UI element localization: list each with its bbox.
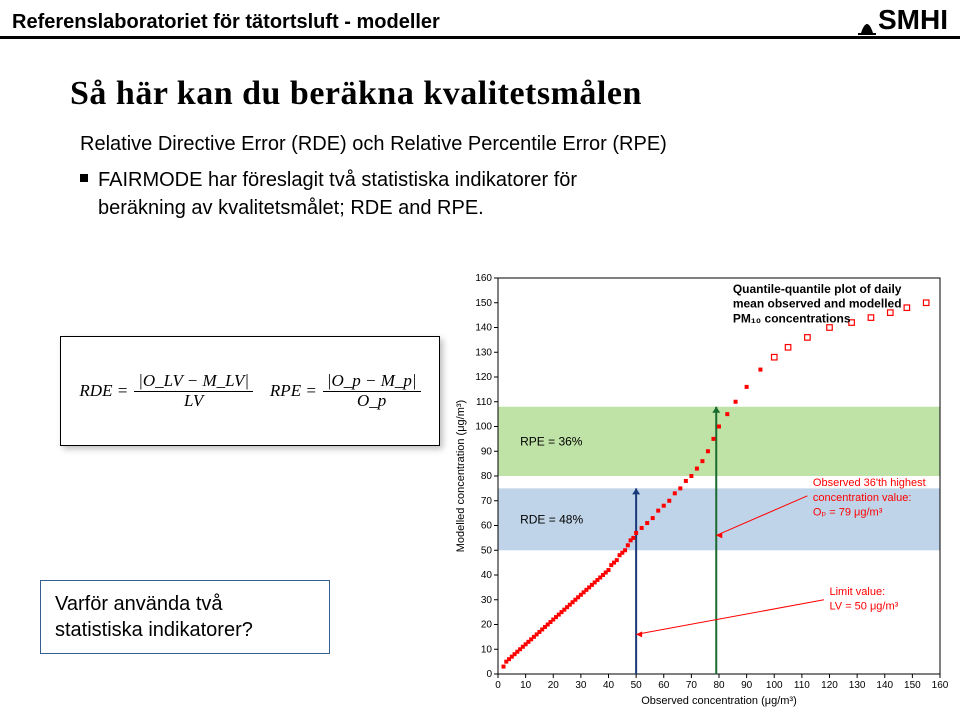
svg-text:0: 0 (495, 680, 501, 691)
svg-text:70: 70 (481, 496, 493, 507)
svg-text:70: 70 (686, 680, 698, 691)
rpe-lhs: RPE = (270, 381, 317, 401)
bullet-item: FAIRMODE har föreslagit två statistiska … (80, 166, 640, 222)
svg-text:RDE = 48%: RDE = 48% (520, 512, 583, 526)
svg-text:Modelled concentration (μg/m³): Modelled concentration (μg/m³) (455, 400, 467, 552)
svg-text:concentration value:: concentration value: (813, 492, 911, 504)
svg-text:10: 10 (481, 644, 493, 655)
svg-text:150: 150 (904, 680, 921, 691)
formula-rde: RDE = |O_LV − M_LV| LV (79, 372, 253, 410)
page-title: Så här kan du beräkna kvalitetsmålen (70, 75, 960, 113)
svg-text:Observed 36'th highest: Observed 36'th highest (813, 477, 926, 489)
svg-text:80: 80 (481, 471, 493, 482)
svg-text:0: 0 (486, 669, 492, 680)
svg-text:Quantile-quantile plot of dail: Quantile-quantile plot of daily (733, 282, 902, 296)
svg-text:130: 130 (475, 347, 492, 358)
svg-text:90: 90 (741, 680, 753, 691)
logo-mark-icon (858, 11, 876, 29)
svg-text:RPE = 36%: RPE = 36% (520, 434, 583, 448)
svg-text:60: 60 (481, 521, 493, 532)
svg-text:80: 80 (713, 680, 725, 691)
bullet-list: FAIRMODE har föreslagit två statistiska … (80, 166, 960, 222)
smhi-logo: SMHI (858, 4, 948, 36)
svg-text:50: 50 (481, 545, 493, 556)
svg-text:20: 20 (548, 680, 560, 691)
svg-text:30: 30 (481, 595, 493, 606)
rde-lhs: RDE = (79, 381, 128, 401)
svg-text:mean observed and modelled: mean observed and modelled (733, 297, 902, 311)
svg-text:160: 160 (475, 273, 492, 284)
formula-rpe: RPE = |O_p − M_p| O_p (270, 372, 421, 410)
formula-box: RDE = |O_LV − M_LV| LV RPE = |O_p − M_p|… (60, 336, 440, 446)
rde-num: |O_LV − M_LV| (134, 372, 253, 392)
svg-text:110: 110 (794, 680, 810, 691)
svg-text:90: 90 (481, 446, 493, 457)
svg-text:40: 40 (481, 570, 493, 581)
svg-text:Limit value:: Limit value: (830, 586, 886, 598)
chart-svg: RPE = 36%RDE = 48%0102030405060708090100… (450, 270, 950, 710)
qq-chart: RPE = 36%RDE = 48%0102030405060708090100… (450, 270, 950, 710)
svg-text:10: 10 (520, 680, 532, 691)
svg-text:Oₚ = 79 μg/m³: Oₚ = 79 μg/m³ (813, 507, 883, 519)
svg-text:PM₁₀ concentrations: PM₁₀ concentrations (733, 312, 851, 326)
logo-text: SMHI (878, 4, 948, 36)
svg-text:130: 130 (849, 680, 866, 691)
rde-den: LV (180, 392, 207, 411)
svg-text:40: 40 (603, 680, 615, 691)
body-text: Relative Directive Error (RDE) och Relat… (80, 133, 960, 222)
svg-text:60: 60 (658, 680, 670, 691)
svg-text:120: 120 (475, 372, 492, 383)
subhead: Relative Directive Error (RDE) och Relat… (80, 133, 960, 156)
svg-text:30: 30 (575, 680, 587, 691)
svg-text:100: 100 (766, 680, 783, 691)
slide-header: Referenslaboratoriet för tätortsluft - m… (0, 0, 960, 36)
svg-text:140: 140 (475, 323, 492, 334)
svg-text:160: 160 (932, 680, 949, 691)
header-divider (0, 36, 960, 39)
rpe-den: O_p (353, 392, 390, 411)
svg-text:50: 50 (631, 680, 643, 691)
svg-text:20: 20 (481, 620, 493, 631)
svg-text:110: 110 (476, 397, 492, 408)
svg-text:Observed concentration (μg/m³): Observed concentration (μg/m³) (641, 695, 797, 707)
svg-text:150: 150 (475, 298, 492, 309)
rpe-num: |O_p − M_p| (323, 372, 421, 392)
svg-text:LV = 50 μg/m³: LV = 50 μg/m³ (830, 601, 899, 613)
svg-text:120: 120 (821, 680, 838, 691)
question-box: Varför använda två statistiska indikator… (40, 580, 330, 654)
svg-text:100: 100 (475, 422, 492, 433)
header-title: Referenslaboratoriet för tätortsluft - m… (12, 11, 440, 36)
svg-text:140: 140 (876, 680, 893, 691)
